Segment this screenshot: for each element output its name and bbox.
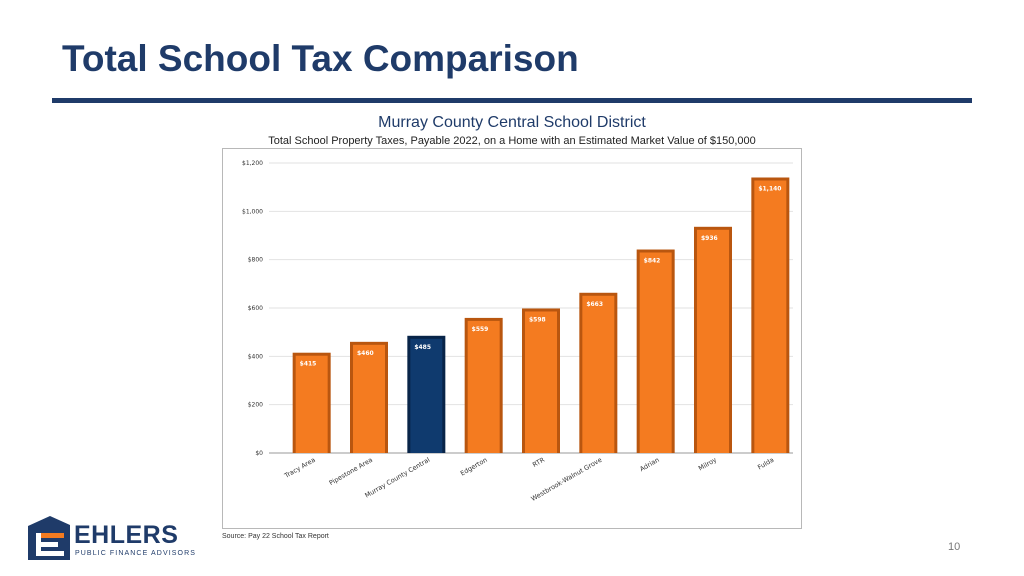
chart-frame: $0 $200 $400 $600 $800 $1,000 $1,200 $415 Tracy …	[222, 148, 802, 529]
y-tick-label: $1,000	[242, 208, 263, 215]
logo-tagline: PUBLIC FINANCE ADVISORS	[75, 550, 196, 557]
bar	[467, 320, 500, 453]
ehlers-logo: EHLERS PUBLIC FINANCE ADVISORS	[28, 516, 198, 562]
bar	[353, 344, 385, 453]
y-tick-label: $1,200	[242, 160, 263, 167]
category-label: RTR	[531, 456, 546, 469]
category-label: Pipestone Area	[328, 456, 374, 487]
category-label: Tracy Area	[282, 456, 316, 480]
bar	[525, 311, 557, 453]
title-divider	[52, 98, 972, 103]
value-label: $936	[701, 235, 718, 242]
bar	[295, 355, 328, 453]
ehlers-logo-icon	[28, 516, 70, 560]
value-label: $485	[414, 344, 431, 351]
category-label: Milroy	[697, 456, 718, 473]
category-label: Fulda	[756, 456, 775, 472]
value-label: $663	[586, 301, 603, 308]
y-tick-label: $0	[255, 450, 263, 457]
chart-subtitle: Total School Property Taxes, Payable 202…	[268, 135, 756, 147]
value-label: $460	[357, 350, 374, 357]
value-label: $559	[472, 326, 489, 333]
bar-chart: $0 $200 $400 $600 $800 $1,000 $1,200 $415 Tracy …	[242, 160, 793, 503]
source-note: Source: Pay 22 School Tax Report	[222, 533, 329, 540]
bar	[410, 338, 443, 453]
category-label: Edgerton	[459, 456, 489, 478]
page-number: 10	[948, 541, 961, 553]
bar	[582, 295, 615, 453]
bar	[639, 252, 672, 453]
value-label: $598	[529, 316, 546, 323]
bar	[697, 229, 729, 453]
category-label: Adrian	[638, 456, 660, 473]
y-tick-label: $800	[248, 257, 263, 264]
bar	[754, 180, 787, 453]
y-tick-label: $400	[248, 353, 263, 360]
chart-title: Murray County Central School District	[378, 114, 646, 131]
logo-name: EHLERS	[74, 521, 179, 549]
slide-title: Total School Tax Comparison	[62, 38, 579, 79]
value-label: $1,140	[758, 186, 781, 193]
y-tick-label: $200	[248, 402, 263, 409]
value-label: $842	[644, 258, 661, 265]
value-label: $415	[300, 361, 317, 368]
y-tick-label: $600	[248, 305, 263, 312]
